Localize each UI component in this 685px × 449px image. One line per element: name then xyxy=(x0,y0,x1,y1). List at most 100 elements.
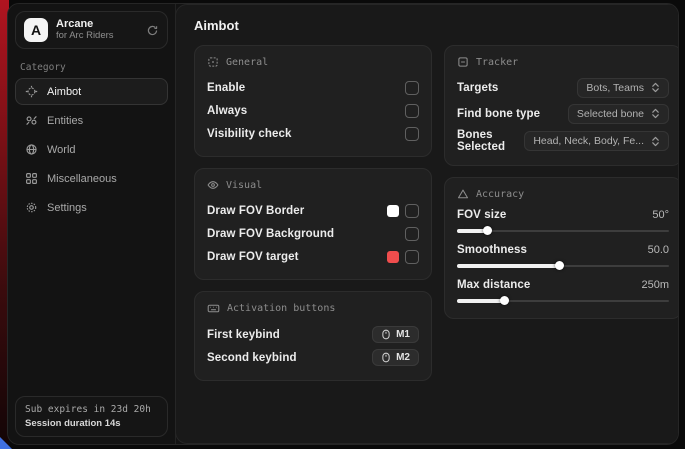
visual-card: Visual Draw FOV Border Draw FOV Backgrou… xyxy=(194,168,432,280)
setting-row-fov-background: Draw FOV Background xyxy=(207,223,419,244)
dropdown-value: Bots, Teams xyxy=(586,81,644,94)
setting-row-max-distance: Max distance 250m xyxy=(457,279,669,306)
fov-target-checkbox[interactable] xyxy=(405,249,419,264)
slider-value: 50° xyxy=(652,209,669,221)
row-label: Smoothness xyxy=(457,244,528,256)
card-title: Activation buttons xyxy=(227,303,336,314)
row-label: Always xyxy=(207,104,248,117)
refresh-icon[interactable] xyxy=(146,24,159,37)
app-window: A Arcane for Arc Riders Category xyxy=(7,3,679,445)
app-logo: A xyxy=(24,18,48,42)
slider-thumb[interactable] xyxy=(554,261,564,270)
sidebar-nav: Aimbot Entities Wo xyxy=(8,78,175,221)
setting-row-fov-size: FOV size 50° xyxy=(457,209,669,236)
setting-row-targets: Targets Bots, Teams xyxy=(457,77,669,98)
tracker-icon xyxy=(457,56,469,68)
sidebar-item-label: Aimbot xyxy=(47,85,82,98)
always-checkbox[interactable] xyxy=(405,103,419,118)
visibility-check-checkbox[interactable] xyxy=(405,126,419,141)
setting-row-first-keybind: First keybind M1 xyxy=(207,324,419,345)
sidebar-item-world[interactable]: World xyxy=(15,136,168,163)
row-label: Bones Selected xyxy=(457,129,506,153)
find-bone-type-dropdown[interactable]: Selected bone xyxy=(567,103,669,124)
sidebar-item-miscellaneous[interactable]: Miscellaneous xyxy=(15,165,168,192)
tracker-card: Tracker Targets Bots, Teams xyxy=(444,45,678,166)
entities-icon xyxy=(25,114,38,127)
slider-thumb[interactable] xyxy=(499,296,509,305)
first-keybind-button[interactable]: M1 xyxy=(372,326,419,343)
fov-border-checkbox[interactable] xyxy=(405,203,419,218)
setting-row-fov-border: Draw FOV Border xyxy=(207,200,419,221)
second-keybind-button[interactable]: M2 xyxy=(372,349,419,366)
visual-icon xyxy=(207,179,219,191)
crosshair-icon xyxy=(25,85,38,98)
row-label: FOV size xyxy=(457,209,507,221)
gear-icon xyxy=(25,201,38,214)
sidebar-item-label: Miscellaneous xyxy=(47,172,117,185)
globe-icon xyxy=(25,143,38,156)
app-subtitle: for Arc Riders xyxy=(56,29,114,41)
subscription-expiry: Sub expires in 23d 20h xyxy=(25,404,151,415)
grid-icon xyxy=(25,172,38,185)
row-label: Visibility check xyxy=(207,127,292,140)
unfold-icon xyxy=(651,108,660,119)
unfold-icon xyxy=(651,82,660,93)
app-name: Arcane xyxy=(56,18,94,31)
sidebar-item-aimbot[interactable]: Aimbot xyxy=(15,78,168,105)
subscription-box: Sub expires in 23d 20h Session duration … xyxy=(15,396,168,437)
general-card: General Enable Always Visibility check xyxy=(194,45,432,157)
smoothness-slider[interactable] xyxy=(457,261,669,271)
mouse-icon xyxy=(381,329,391,340)
category-label: Category xyxy=(20,62,66,73)
keybind-value: M2 xyxy=(396,352,410,363)
sidebar-item-label: Entities xyxy=(47,114,84,127)
general-icon xyxy=(207,56,219,68)
mouse-icon xyxy=(381,352,391,363)
left-column: General Enable Always Visibility check xyxy=(194,45,432,381)
card-title: Visual xyxy=(226,179,263,191)
main-panel: Aimbot General xyxy=(175,4,678,444)
page-title: Aimbot xyxy=(194,18,239,33)
keyboard-icon xyxy=(207,302,220,315)
fov-border-color-swatch[interactable] xyxy=(387,204,399,217)
row-label: Draw FOV Border xyxy=(207,204,305,217)
setting-row-find-bone-type: Find bone type Selected bone xyxy=(457,103,669,124)
setting-row-always: Always xyxy=(207,100,419,121)
row-label: Max distance xyxy=(457,279,531,291)
accuracy-icon xyxy=(457,188,469,200)
session-duration: Session duration 14s xyxy=(25,418,121,429)
row-label: Targets xyxy=(457,81,499,94)
setting-row-enable: Enable xyxy=(207,77,419,98)
activation-card: Activation buttons First keybind M1 xyxy=(194,291,432,381)
accuracy-card: Accuracy FOV size 50° xyxy=(444,177,678,319)
fov-background-checkbox[interactable] xyxy=(405,226,419,241)
setting-row-second-keybind: Second keybind M2 xyxy=(207,347,419,368)
fov-size-slider[interactable] xyxy=(457,226,669,236)
row-label: First keybind xyxy=(207,328,280,341)
setting-row-bones-selected: Bones Selected Head, Neck, Body, Fe... xyxy=(457,129,669,153)
setting-row-fov-target: Draw FOV target xyxy=(207,246,419,267)
keybind-value: M1 xyxy=(396,329,410,340)
sidebar-item-label: World xyxy=(47,143,76,156)
fov-target-color-swatch[interactable] xyxy=(387,250,399,263)
max-distance-slider[interactable] xyxy=(457,296,669,306)
row-label: Draw FOV Background xyxy=(207,227,335,240)
background-red-strip xyxy=(0,0,9,449)
enable-checkbox[interactable] xyxy=(405,80,419,95)
card-title: Accuracy xyxy=(476,188,525,200)
row-label: Draw FOV target xyxy=(207,250,299,263)
right-column: Tracker Targets Bots, Teams xyxy=(444,45,678,319)
unfold-icon xyxy=(651,136,660,147)
targets-dropdown[interactable]: Bots, Teams xyxy=(577,77,669,98)
slider-value: 50.0 xyxy=(647,244,669,256)
sidebar-item-entities[interactable]: Entities xyxy=(15,107,168,134)
bones-selected-dropdown[interactable]: Head, Neck, Body, Fe... xyxy=(524,131,669,151)
slider-thumb[interactable] xyxy=(482,226,492,235)
card-title: General xyxy=(226,56,269,68)
row-label: Find bone type xyxy=(457,107,541,120)
app-title-block: Arcane for Arc Riders xyxy=(56,18,138,42)
dropdown-value: Head, Neck, Body, Fe... xyxy=(533,135,644,147)
sidebar-item-settings[interactable]: Settings xyxy=(15,194,168,221)
sidebar-item-label: Settings xyxy=(47,201,87,214)
